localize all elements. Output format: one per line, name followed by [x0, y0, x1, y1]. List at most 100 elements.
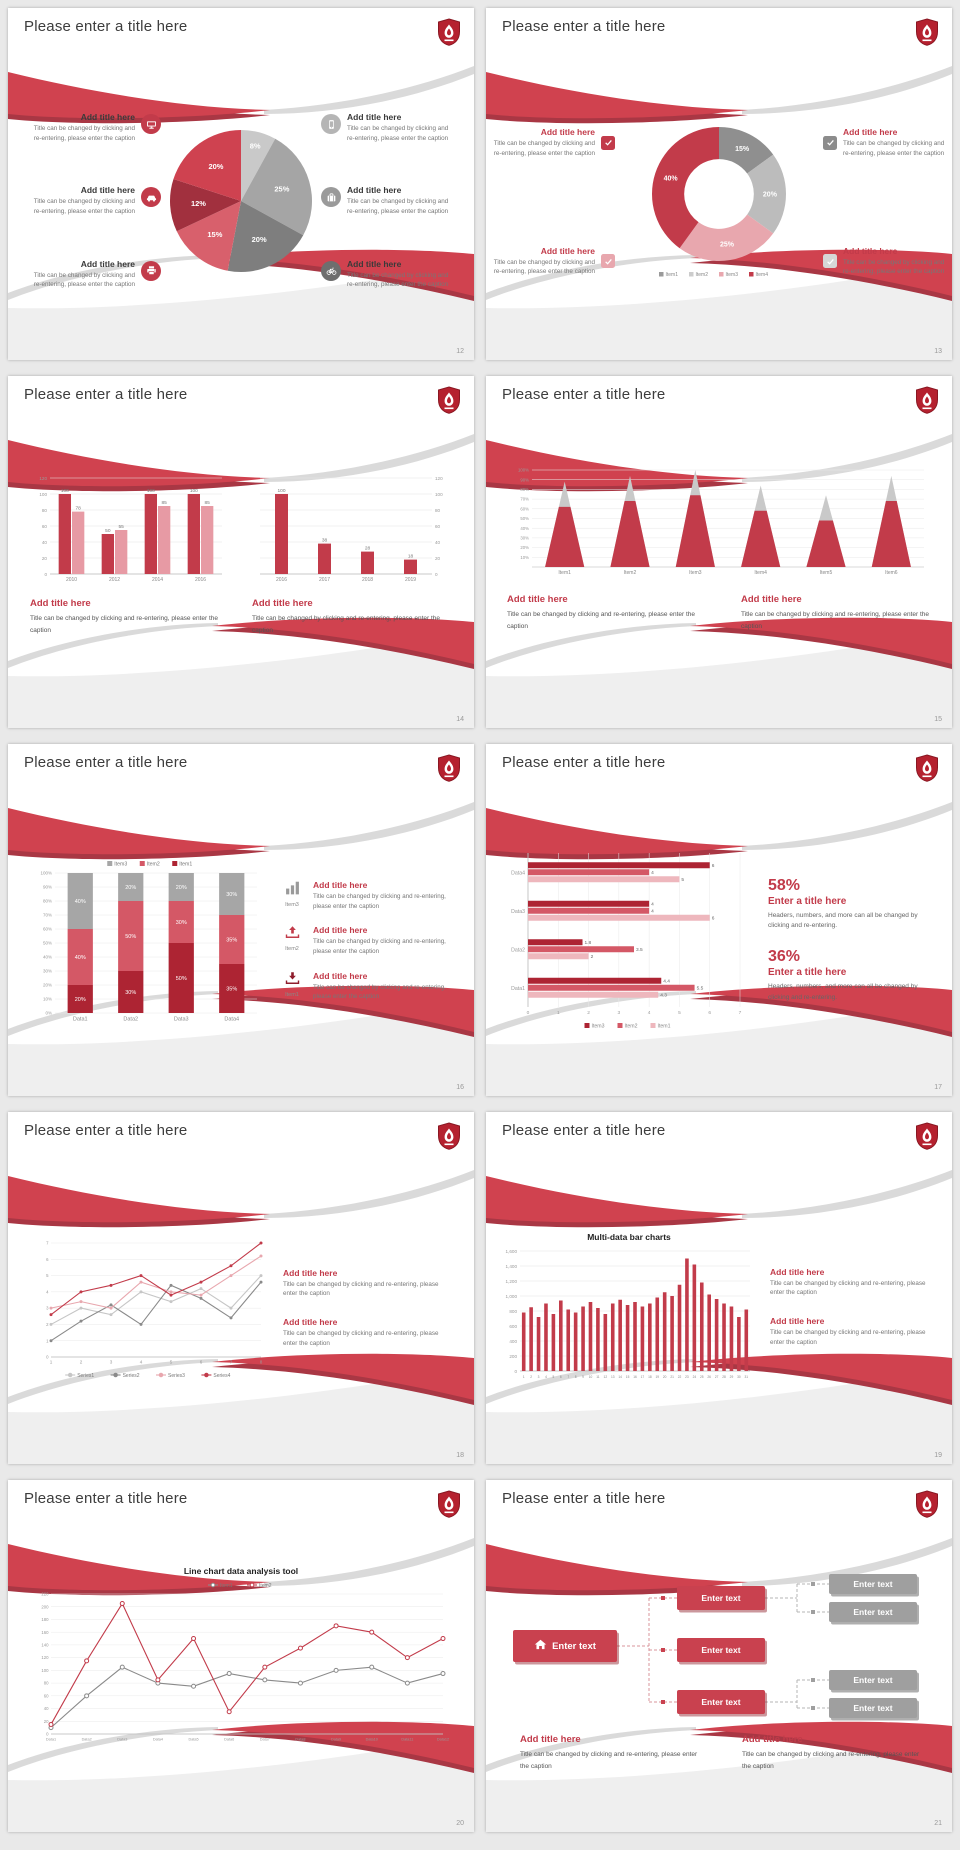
- flow-box: Enter text: [829, 1698, 917, 1718]
- callout-column-left: Add title here Title can be changed by c…: [31, 112, 161, 290]
- flow-diagram: Enter text Enter text Enter text Enter t…: [499, 1566, 939, 1726]
- stats-column: 58% Enter a title here Headers, numbers,…: [768, 877, 936, 1004]
- caption-title: Add title here: [507, 594, 568, 605]
- slide-thumbnail-16[interactable]: Please enter a title here Item3 Item2 Item…: [8, 744, 474, 1096]
- callout-caption: Title can be changed by clicking and re-…: [493, 140, 595, 157]
- checkbox-icon: [823, 254, 837, 269]
- svg-text:Item2: Item2: [696, 272, 709, 278]
- svg-text:30%: 30%: [226, 892, 237, 898]
- caption-block: Add title here Title can be changed by c…: [741, 594, 931, 632]
- svg-text:28: 28: [722, 1375, 726, 1379]
- callout-caption: Title can be changed by clicking and re-…: [770, 1329, 926, 1346]
- svg-text:20%: 20%: [763, 191, 778, 198]
- slide-thumbnail-21[interactable]: Please enter a title here: [486, 1480, 952, 1832]
- school-shield-logo: [915, 1490, 939, 1518]
- school-shield-logo: [437, 1122, 461, 1150]
- slide-thumbnail-19[interactable]: Please enter a title here Multi-data bar…: [486, 1112, 952, 1464]
- svg-text:40%: 40%: [664, 176, 679, 183]
- svg-text:40: 40: [435, 540, 441, 545]
- chart-title: Line chart data analysis tool: [183, 1566, 299, 1576]
- callout-title: Add title here: [843, 127, 898, 137]
- callout: Add title here Title can be changed by c…: [283, 1268, 451, 1300]
- svg-text:4: 4: [46, 1289, 49, 1294]
- callout-caption: Title can be changed by clicking and re-…: [33, 271, 135, 289]
- svg-text:100: 100: [277, 488, 285, 494]
- svg-text:70%: 70%: [43, 913, 52, 918]
- checkbox-icon: [823, 135, 837, 150]
- slide-thumbnail-14[interactable]: Please enter a title here 0 20 40 60 80 100 12…: [8, 376, 474, 728]
- callout-caption: Title can be changed by clicking and re-…: [283, 1280, 439, 1298]
- callout-title: Add title here: [540, 127, 595, 137]
- slide-thumbnail-20[interactable]: Please enter a title here Line chart dat…: [8, 1480, 474, 1832]
- svg-text:35%: 35%: [226, 938, 237, 944]
- caption-title: Add title here: [252, 598, 313, 609]
- svg-text:29: 29: [730, 1375, 734, 1379]
- home-icon: [534, 1639, 547, 1653]
- svg-text:100: 100: [41, 1668, 49, 1673]
- slide-thumbnail-15[interactable]: Please enter a title here 10% 20% 30% 40% 50…: [486, 376, 952, 728]
- line-chart: 0 20 40 60 80 100 120 140 160 180 200 220 Data1 Data2…: [31, 1579, 451, 1747]
- svg-text:Series3: Series3: [168, 1373, 185, 1379]
- svg-text:1,200: 1,200: [506, 1278, 518, 1283]
- chart-title: Multi-data bar charts: [587, 1231, 671, 1242]
- grouped-bar-chart: 0 20 40 60 80 100 120 100 78 2010 50 55 2012 100 85 201…: [30, 468, 230, 586]
- svg-text:7: 7: [739, 1010, 742, 1016]
- callout-title: Add title here: [313, 970, 368, 981]
- slide-thumbnail-13[interactable]: Please enter a title here Add title here…: [486, 8, 952, 360]
- svg-text:70%: 70%: [520, 497, 529, 502]
- svg-text:12%: 12%: [191, 199, 206, 208]
- slide-title: Please enter a title here: [24, 754, 188, 771]
- callout-title: Add title here: [283, 1317, 338, 1327]
- svg-text:8%: 8%: [250, 141, 261, 150]
- flow-box: Enter text: [677, 1586, 765, 1610]
- page-number: 13: [934, 348, 942, 355]
- svg-text:50%: 50%: [125, 934, 136, 940]
- checkbox-icon: [601, 254, 615, 269]
- svg-text:2: 2: [530, 1375, 532, 1379]
- svg-text:20%: 20%: [176, 885, 187, 891]
- callout-caption: Title can be changed by clicking and re-…: [347, 271, 449, 289]
- school-shield-logo: [437, 1490, 461, 1518]
- svg-text:80: 80: [42, 508, 48, 513]
- download-icon: [285, 971, 300, 990]
- caption-title: Add title here: [742, 1734, 803, 1745]
- slide-thumbnail-17[interactable]: Please enter a title here 0 1 2 3 4 5 6 7 Data1 4…: [486, 744, 952, 1096]
- svg-text:Data1: Data1: [73, 1017, 88, 1023]
- svg-text:Item3: Item3: [726, 272, 739, 278]
- svg-text:Item2: Item2: [625, 1024, 638, 1030]
- svg-text:Data9: Data9: [331, 1738, 341, 1742]
- svg-text:Data5: Data5: [188, 1738, 198, 1742]
- svg-text:Data11: Data11: [401, 1738, 413, 1742]
- svg-text:40: 40: [44, 1706, 49, 1711]
- svg-text:Item3: Item3: [114, 862, 127, 868]
- svg-text:1: 1: [557, 1010, 560, 1016]
- callout-title: Add title here: [80, 112, 135, 122]
- svg-text:7: 7: [230, 1360, 233, 1365]
- slide-thumbnail-12[interactable]: Please enter a title here Add title here…: [8, 8, 474, 360]
- flow-box: Enter text: [677, 1638, 765, 1662]
- svg-text:80: 80: [44, 1681, 49, 1686]
- page-number: 20: [456, 1820, 464, 1827]
- page-number: 18: [456, 1452, 464, 1459]
- svg-text:140: 140: [41, 1643, 49, 1648]
- svg-text:15%: 15%: [735, 146, 750, 153]
- svg-text:1,400: 1,400: [506, 1263, 518, 1268]
- line-chart: 0 1 2 3 4 5 6 7 1 2 3 4 5 6 7 8 Series1 Series2 Series3 Ser…: [31, 1237, 269, 1379]
- caption-text: Title can be changed by clicking and re-…: [507, 611, 696, 630]
- callout-title: Add title here: [283, 1267, 338, 1278]
- page-number: 21: [934, 1820, 942, 1827]
- page-number: 16: [456, 1084, 464, 1091]
- callout: Add title here Title can be changed by c…: [321, 259, 451, 291]
- caption-block: Add title here Title can be changed by c…: [30, 598, 230, 636]
- cone-chart: 10% 20% 30% 40% 50% 60% 70% 80% 90% 100% Item1 Item…: [506, 464, 932, 580]
- flow-box-label: Enter text: [701, 1645, 741, 1655]
- stat-title: Enter a title here: [768, 967, 847, 978]
- svg-text:1.8: 1.8: [585, 940, 592, 946]
- callout-caption: Title can be changed by clicking and re-…: [33, 198, 135, 215]
- page-number: 12: [456, 348, 464, 355]
- svg-text:80%: 80%: [520, 487, 529, 492]
- svg-text:17: 17: [641, 1375, 645, 1379]
- svg-text:4: 4: [140, 1360, 143, 1365]
- svg-text:120: 120: [39, 476, 47, 481]
